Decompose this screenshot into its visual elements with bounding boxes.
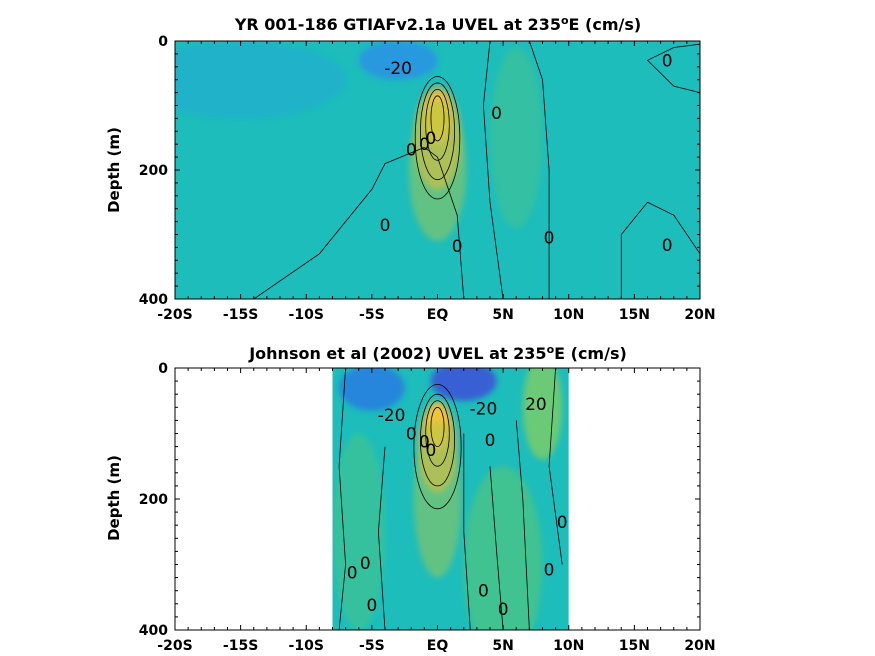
heatmap-feature [430, 368, 497, 401]
y-tick-label: 200 [139, 492, 168, 508]
contour-label: 0 [347, 563, 358, 583]
panel-2-ylabel: Depth (m) [105, 455, 123, 541]
x-tick-label: -15S [223, 307, 258, 323]
contour-label: 0 [426, 129, 437, 149]
contour-line [620, 201, 700, 299]
contour-label: 0 [491, 104, 502, 124]
panel-2-plot-area: -20 -20 200 00 000 0 000 0-20S -15S -10S -5S EQ 5N 10… [139, 361, 716, 654]
contour-line [529, 41, 550, 299]
x-tick-label: 5N [492, 638, 513, 654]
contour-label: 0 [498, 600, 509, 620]
x-tick-label: 10N [553, 307, 584, 323]
panel-2-title: Johnson et al (2002) UVEL at 235oE (cm/s… [248, 343, 627, 363]
x-tick-label: 10N [553, 638, 584, 654]
contour-label: 20 [525, 395, 547, 415]
heatmap-feature [522, 368, 563, 460]
contour-label: 0 [426, 441, 437, 461]
contour-label: 0 [544, 229, 555, 249]
x-tick-label: 20N [684, 638, 715, 654]
contour-line [414, 76, 461, 200]
contour-label: -20 [384, 59, 412, 79]
contour-label: 0 [478, 582, 489, 602]
panel-1-title: YR 001-186 GTIAFv2.1a UVEL at 235oE (cm/… [234, 14, 641, 34]
contour-label: 0 [544, 561, 555, 581]
heatmap-feature [175, 41, 346, 119]
contour-line [430, 95, 445, 142]
contour-label: 0 [662, 236, 673, 256]
contour-line [489, 466, 504, 630]
x-tick-label: -15S [223, 638, 258, 654]
contour-line [515, 420, 530, 630]
x-tick-label: 5N [492, 307, 513, 323]
contour-line [420, 393, 455, 487]
x-tick-label: -20S [157, 638, 192, 654]
contour-line [646, 43, 700, 93]
contour-label: 0 [452, 237, 463, 257]
panel-1-ylabel: Depth (m) [105, 127, 123, 213]
contour-label: 0 [380, 216, 391, 236]
y-tick-label: 0 [158, 361, 168, 377]
contour-label: 0 [419, 432, 430, 452]
contour-line [482, 41, 504, 299]
x-tick-label: -10S [289, 307, 324, 323]
x-tick-label: -5S [359, 307, 385, 323]
heatmap-feature [358, 41, 438, 80]
x-tick-label: -10S [289, 638, 324, 654]
contour-line [413, 383, 462, 510]
contour-line [253, 147, 425, 299]
y-tick-label: 400 [139, 623, 168, 639]
heatmap-feature [490, 47, 543, 229]
contour-label: 0 [419, 135, 430, 155]
y-tick-label: 200 [139, 163, 168, 179]
contour-label: 0 [366, 596, 377, 616]
x-tick-label: EQ [427, 638, 449, 654]
contour-line [463, 433, 471, 630]
panel-1: YR 001-186 GTIAFv2.1a UVEL at 235oE (cm/… [105, 14, 716, 323]
contour-line [338, 368, 347, 630]
contour-label: 0 [360, 554, 371, 574]
contour-label: 0 [557, 513, 568, 533]
panel-2: Johnson et al (2002) UVEL at 235oE (cm/s… [105, 343, 716, 654]
x-tick-label: -5S [359, 638, 385, 654]
heatmap-feature [413, 420, 462, 578]
y-tick-label: 0 [158, 34, 168, 50]
contour-label: 0 [406, 140, 417, 160]
x-tick-label: -20S [157, 307, 192, 323]
contour-line [425, 88, 450, 161]
y-tick-label: 400 [139, 292, 168, 308]
heatmap-feature [408, 99, 467, 241]
x-tick-label: 15N [619, 638, 650, 654]
heatmap-feature [332, 433, 385, 630]
x-tick-label: 15N [619, 307, 650, 323]
contour-label: 0 [406, 425, 417, 445]
contour-line [420, 82, 455, 181]
contour-line [548, 368, 563, 565]
contour-line [377, 446, 386, 630]
heatmap-field: -20 -20 200 00 000 0 000 0 [332, 368, 569, 630]
contour-label: -20 [378, 406, 406, 426]
contour-line [424, 147, 465, 299]
contour-label: -20 [470, 400, 498, 420]
contour-label: 0 [662, 51, 673, 71]
x-tick-label: EQ [427, 307, 449, 323]
x-tick-label: 20N [684, 307, 715, 323]
contour-label: 0 [485, 431, 496, 451]
contour-line [425, 400, 450, 467]
contour-line [430, 406, 445, 448]
heatmap-feature [463, 466, 543, 630]
heatmap-feature [339, 368, 405, 411]
